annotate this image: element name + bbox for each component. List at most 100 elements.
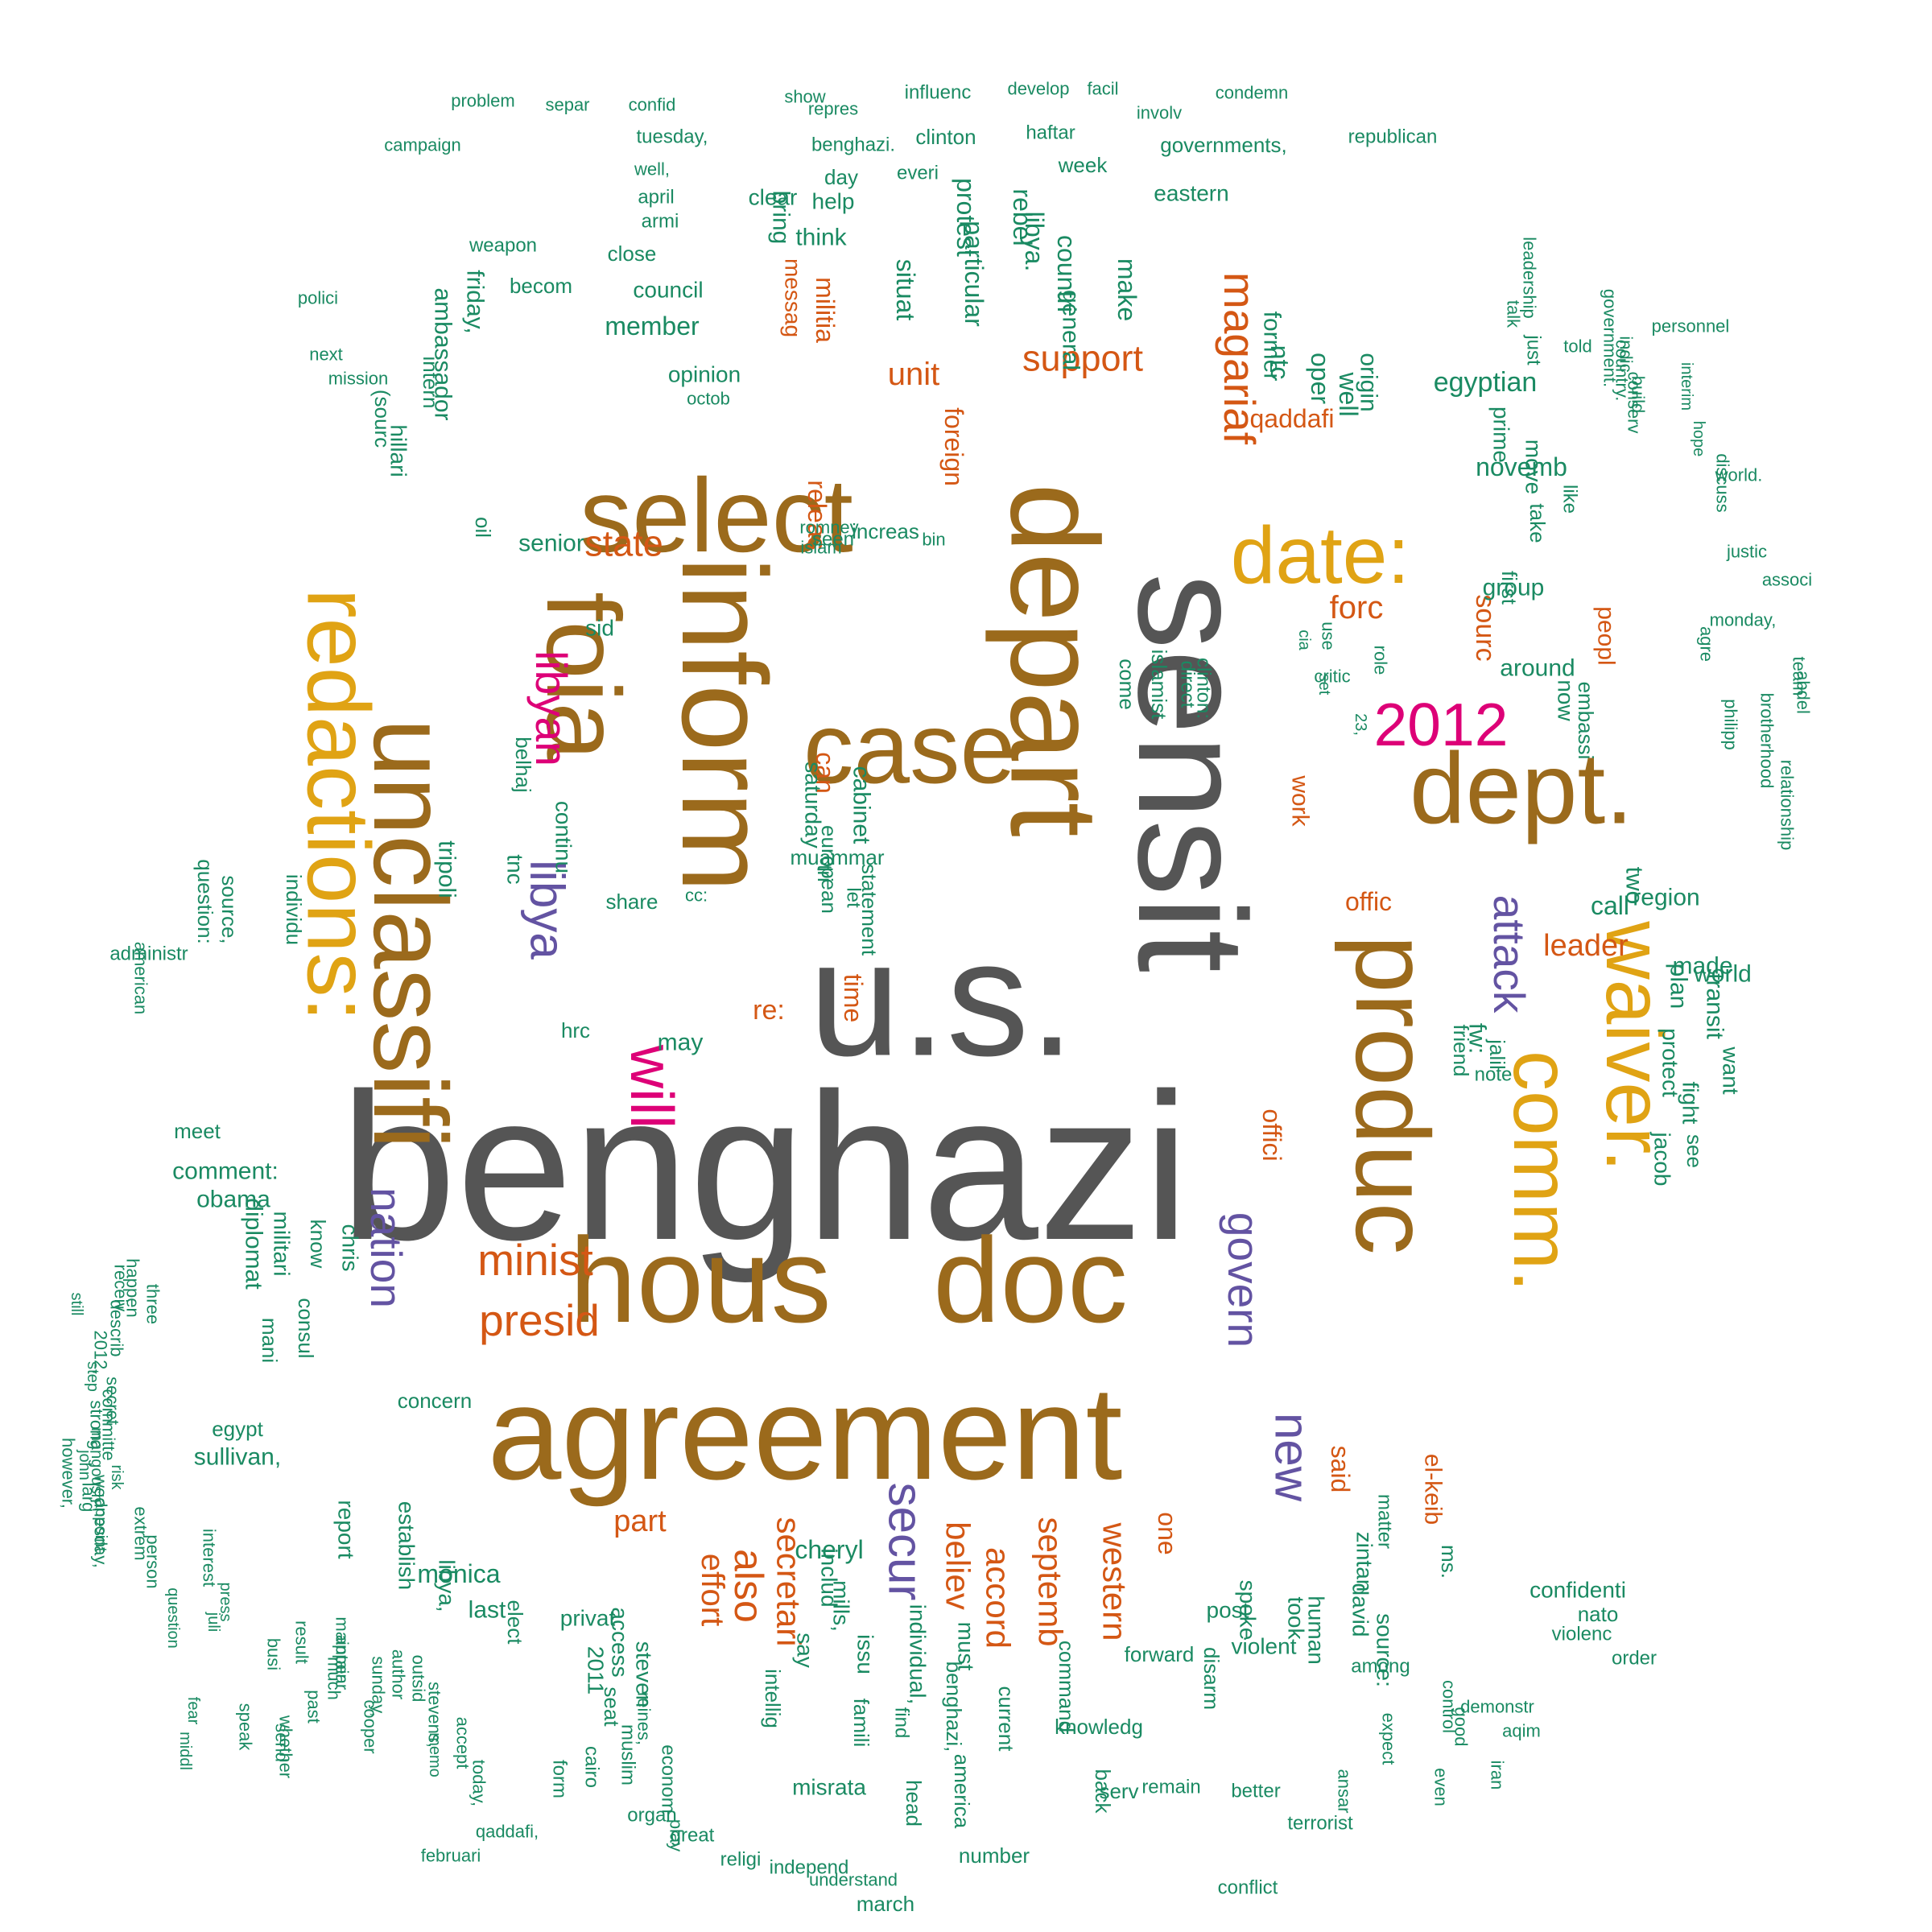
word-10: foia: [525, 592, 642, 761]
word-43: releas: [803, 480, 832, 550]
word-142: relationship: [1777, 760, 1798, 851]
word-52: also: [726, 1549, 771, 1623]
word-240: violent: [1232, 1634, 1297, 1659]
word-57: western: [1096, 1521, 1134, 1641]
word-107: oper: [1306, 353, 1335, 404]
word-284: play: [667, 1819, 687, 1852]
word-87: weapon: [469, 235, 537, 257]
word-47: offici: [1257, 1108, 1286, 1161]
word-168: plan: [1666, 964, 1692, 1009]
word-145: ambassador: [430, 287, 456, 420]
word-39: peopl: [1593, 606, 1620, 665]
word-274: america: [950, 1754, 974, 1829]
word-54: believ: [939, 1521, 977, 1610]
word-104: particular: [960, 221, 989, 327]
word-328: appoint: [92, 1499, 109, 1552]
word-2: sensit: [1106, 573, 1277, 972]
word-242: took: [1284, 1597, 1309, 1641]
word-187: romney: [799, 518, 858, 538]
word-17: comm.: [1496, 1051, 1587, 1292]
word-266: serv: [1099, 1779, 1138, 1803]
word-138: philipp: [1721, 699, 1741, 750]
word-296: maintain: [332, 1616, 353, 1683]
word-125: government.: [1600, 289, 1620, 387]
word-323: secret: [103, 1377, 123, 1425]
word-76: well,: [634, 159, 670, 180]
word-225: cheryl: [795, 1535, 863, 1564]
word-214: concern: [398, 1389, 473, 1413]
word-316: 2012,: [91, 1330, 111, 1374]
word-250: nato: [1578, 1602, 1619, 1626]
word-216: establish: [394, 1501, 419, 1591]
word-224: 2011: [584, 1646, 609, 1695]
word-130: personnel: [1652, 316, 1730, 336]
word-74: governments,: [1160, 133, 1287, 157]
word-254: demonstr: [1460, 1697, 1534, 1717]
word-85: think: [795, 225, 847, 251]
word-24: govern: [1219, 1212, 1269, 1348]
word-261: iran: [1488, 1761, 1508, 1790]
word-100: countri: [1052, 235, 1081, 312]
word-14: redactions:: [289, 588, 388, 1022]
word-163: region: [1633, 885, 1699, 911]
word-269: march: [857, 1892, 914, 1916]
word-234: command: [1055, 1641, 1079, 1732]
word-309: question: [164, 1587, 182, 1649]
word-32: unit: [888, 357, 940, 392]
word-97: protest: [952, 178, 980, 257]
word-18: 2012: [1374, 691, 1509, 758]
word-44: can: [811, 752, 840, 794]
word-301: cooper: [361, 1699, 381, 1753]
word-153: islamist: [1147, 650, 1171, 720]
word-191: saturday: [801, 762, 826, 848]
word-222: access: [608, 1607, 633, 1677]
word-258: even: [1431, 1768, 1451, 1806]
word-19: will: [618, 1044, 686, 1129]
word-38: sourc: [1470, 594, 1501, 661]
word-121: just: [1523, 334, 1545, 365]
word-89: council: [633, 278, 703, 303]
word-62: show: [784, 87, 825, 107]
word-20: libyan: [526, 650, 576, 766]
word-55: accord: [980, 1547, 1018, 1649]
word-94: mission: [328, 369, 389, 389]
word-133: world.: [1715, 465, 1763, 485]
word-88: becom: [510, 274, 572, 298]
word-195: statement: [857, 864, 881, 956]
word-212: egypt: [212, 1417, 263, 1441]
word-112: prime: [1489, 407, 1514, 463]
word-271: famili: [849, 1699, 873, 1748]
word-8: select: [580, 456, 853, 574]
word-80: everi: [897, 163, 939, 184]
word-136: monday,: [1710, 610, 1777, 630]
word-135: associ: [1762, 570, 1812, 590]
word-111: novemb: [1476, 452, 1567, 481]
word-51: effort: [695, 1554, 730, 1626]
word-63: influenc: [905, 82, 972, 104]
word-16: waiver.: [1589, 920, 1679, 1171]
word-169: want: [1719, 1046, 1744, 1094]
word-200: question:: [193, 859, 217, 944]
word-304: whether: [276, 1715, 296, 1778]
word-219: libya,: [435, 1559, 460, 1612]
word-193: european: [817, 825, 841, 914]
word-129: indic: [1616, 336, 1637, 372]
word-156: role: [1371, 646, 1391, 675]
word-126: country.: [1612, 340, 1633, 402]
word-79: day: [824, 165, 858, 189]
word-22: nation: [361, 1187, 411, 1308]
word-238: disarm: [1199, 1647, 1224, 1710]
word-175: friend: [1449, 1024, 1473, 1076]
word-45: time: [839, 974, 868, 1022]
word-101: make: [1113, 258, 1141, 321]
word-49: el-keib: [1420, 1454, 1447, 1525]
word-221: privat: [560, 1606, 616, 1631]
word-302: send: [272, 1724, 292, 1762]
word-21: libya: [521, 860, 575, 960]
word-148: hillari: [386, 424, 411, 477]
word-108: well: [1334, 371, 1363, 416]
word-139: team: [1790, 657, 1810, 696]
word-197: continu: [551, 801, 576, 873]
word-66: involv: [1137, 103, 1182, 123]
